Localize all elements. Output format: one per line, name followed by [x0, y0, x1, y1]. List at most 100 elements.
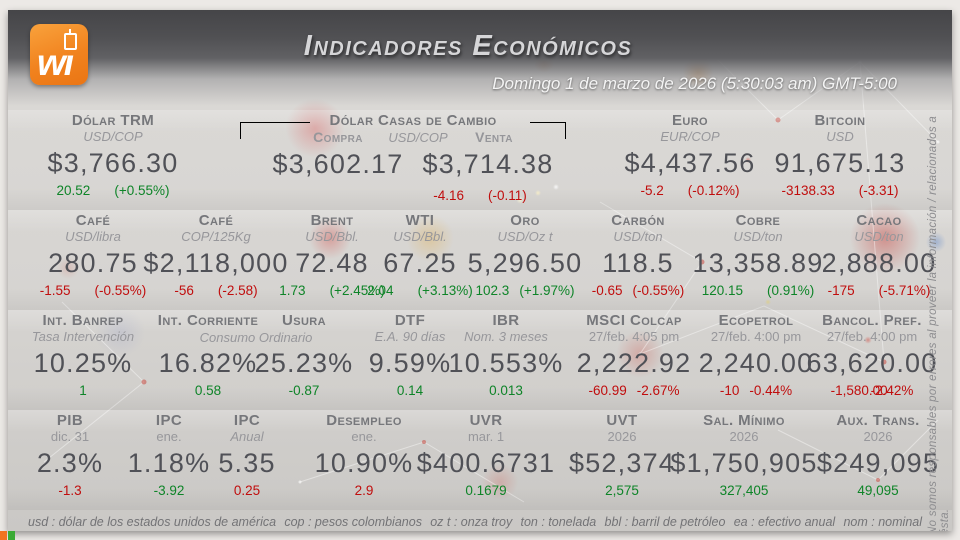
indicator-label: Cacao: [856, 212, 902, 229]
indicator-unit: E.A. 90 días: [374, 329, 446, 344]
indicator-unit: USD/COP: [83, 129, 143, 144]
indicator-unit: USD/Bbl.: [393, 229, 447, 244]
glossary-item: usd : dólar de los estados unidos de amé…: [28, 515, 277, 529]
indicator-unit: 2026: [607, 429, 637, 444]
bracket-right-horizontal: [530, 122, 566, 123]
venta-change: -4.16 (-0.11): [433, 187, 527, 204]
change-percent: (-0.12%): [687, 183, 740, 198]
indicator-change: -0.87: [255, 382, 354, 399]
page-title: Indicadores Económicos: [303, 30, 633, 62]
indicator-unit: ene.: [156, 429, 182, 444]
indicator-value: 10.553%: [448, 348, 564, 378]
indicator-aux-transporte: Aux. Trans. 2026 $249,095 49,095: [817, 412, 939, 499]
change-value: -1.55: [39, 283, 71, 298]
indicator-label: Sal. Mínimo: [703, 412, 785, 429]
glossary-footer: usd : dólar de los estados unidos de amé…: [8, 515, 952, 529]
indicator-ipc-anual: IPC Anual 5.35 0.25: [218, 412, 275, 499]
change-value: 2.9: [354, 483, 374, 498]
indicator-change: -56 (-2.58): [143, 282, 288, 299]
change-percent: (-3.31): [858, 183, 899, 198]
indicator-ecopetrol: Ecopetrol 27/feb. 4:00 pm 2,240.00 -10 -0.44…: [699, 312, 814, 399]
indicator-unit: 2026: [729, 429, 759, 444]
indicator-label: UVT: [606, 412, 638, 429]
indicator-carbon: Carbón USD/ton 118.5 -0.65 (-0.55%): [592, 212, 685, 299]
indicator-unit: 27/feb. 4:00 pm: [710, 329, 802, 344]
change-value: 2.04: [367, 283, 394, 298]
change-percent: (-2.58): [217, 283, 258, 298]
indicator-change: -5.2 (-0.12%): [625, 182, 756, 199]
change-value: 327,405: [719, 483, 769, 498]
indicator-unit: Nom. 3 meses: [464, 329, 548, 344]
indicator-change: 0.58: [158, 382, 258, 399]
indicator-unit: USD/ton: [613, 229, 663, 244]
change-value: 120.15: [701, 283, 744, 298]
change-percent: (-5.71%): [878, 283, 931, 298]
indicator-unit: Tasa Intervención: [31, 329, 135, 344]
indicator-change: 20.52 (+0.55%): [48, 182, 179, 199]
indicator-label: IPC: [233, 412, 261, 429]
venta-value: $3,714.38: [422, 149, 554, 179]
row-commodities: Café USD/libra 280.75 -1.55 (-0.55%) Café COP…: [8, 210, 952, 310]
change-value: 20.52: [56, 183, 91, 198]
shared-unit-consumo-ordinario: Consumo Ordinario: [199, 330, 313, 345]
app-logo: wı: [30, 24, 88, 85]
indicator-cacao: Cacao USD/ton 2,888.00 -175 (-5.71%): [822, 212, 937, 299]
indicator-label: IPC: [155, 412, 183, 429]
indicator-label: Usura: [281, 312, 326, 329]
indicator-usura: Usura 25.23% -0.87: [255, 312, 354, 399]
change-percent: (-0.11): [488, 188, 527, 203]
indicator-unit: ene.: [351, 429, 377, 444]
indicator-label: Aux. Trans.: [836, 412, 920, 429]
compra-value: $3,602.17: [272, 149, 404, 179]
change-value: 0.25: [233, 483, 261, 498]
indicator-label: PIB: [56, 412, 84, 429]
change-value: -60.99: [588, 383, 627, 398]
indicator-change: -175 (-5.71%): [822, 282, 937, 299]
indicator-value: $3,766.30: [47, 148, 179, 178]
indicator-label: Cobre: [735, 212, 781, 229]
indicator-label: DTF: [394, 312, 426, 329]
change-value: -0.87: [288, 383, 320, 398]
indicator-change: 102.3 (+1.97%): [468, 282, 583, 299]
indicator-change: 1: [32, 382, 134, 399]
glossary-item: cop : pesos colombianos: [284, 515, 422, 529]
change-value: 1.73: [279, 283, 306, 298]
indicator-unit: USD/Bbl.: [305, 229, 359, 244]
indicator-unit: mar. 1: [467, 429, 505, 444]
indicator-value: $2,118,000: [143, 248, 289, 278]
indicator-cafe-cop: Café COP/125Kg $2,118,000 -56 (-2.58): [143, 212, 288, 299]
change-value: -1.3: [58, 483, 82, 498]
indicator-label: Int. Banrep: [42, 312, 124, 329]
corner-orange-square: [0, 531, 7, 540]
indicator-euro: Euro EUR/COP $4,437.56 -5.2 (-0.12%): [625, 112, 756, 199]
indicator-bancolombia-pref: Bancol. Pref. 27/feb. 4:00 pm 63,620.00 -1,…: [807, 312, 938, 399]
glossary-item: ea : efectivo anual: [733, 515, 836, 529]
indicator-value: 280.75: [48, 248, 138, 278]
indicator-value: 5,296.50: [467, 248, 583, 278]
change-value: -175: [827, 283, 855, 298]
change-value: -3138.33: [781, 183, 835, 198]
row-fx: Dólar TRM USD/COP $3,766.30 20.52 (+0.55%…: [8, 110, 952, 210]
indicator-change: -1.3: [37, 482, 103, 499]
disclaimer-vertical-text: No somos responsables por errores al pro…: [927, 115, 951, 531]
change-percent: -2.42%: [870, 383, 914, 398]
indicator-change: 0.14: [369, 382, 452, 399]
indicator-cafe-usd: Café USD/libra 280.75 -1.55 (-0.55%): [40, 212, 147, 299]
indicator-change: 0.25: [218, 482, 275, 499]
indicator-label: WTI: [405, 212, 435, 229]
indicator-value: 5.35: [218, 448, 276, 478]
indicator-label: Int. Corriente: [157, 312, 259, 329]
indicator-value: 67.25: [383, 248, 457, 278]
change-value: -3.92: [153, 483, 185, 498]
indicator-change: 120.15 (0.91%): [693, 282, 824, 299]
indicator-unit: 2026: [863, 429, 893, 444]
change-percent: (0.91%): [767, 283, 815, 298]
indicator-label: IBR: [492, 312, 520, 329]
indicator-ipc-mensual: IPC ene. 1.18% -3.92: [128, 412, 211, 499]
header-bar: wı Indicadores Económicos Domingo 1 de m…: [8, 10, 952, 106]
indicator-change: -3.92: [128, 482, 211, 499]
indicator-unit: dic. 31: [50, 429, 90, 444]
indicator-salario-minimo: Sal. Mínimo 2026 $1,750,905 327,405: [670, 412, 817, 499]
indicator-msci-colcap: MSCI Colcap 27/feb. 4:05 pm 2,222.92 -60.99…: [577, 312, 692, 399]
indicator-change: -0.65 (-0.55%): [592, 282, 685, 299]
